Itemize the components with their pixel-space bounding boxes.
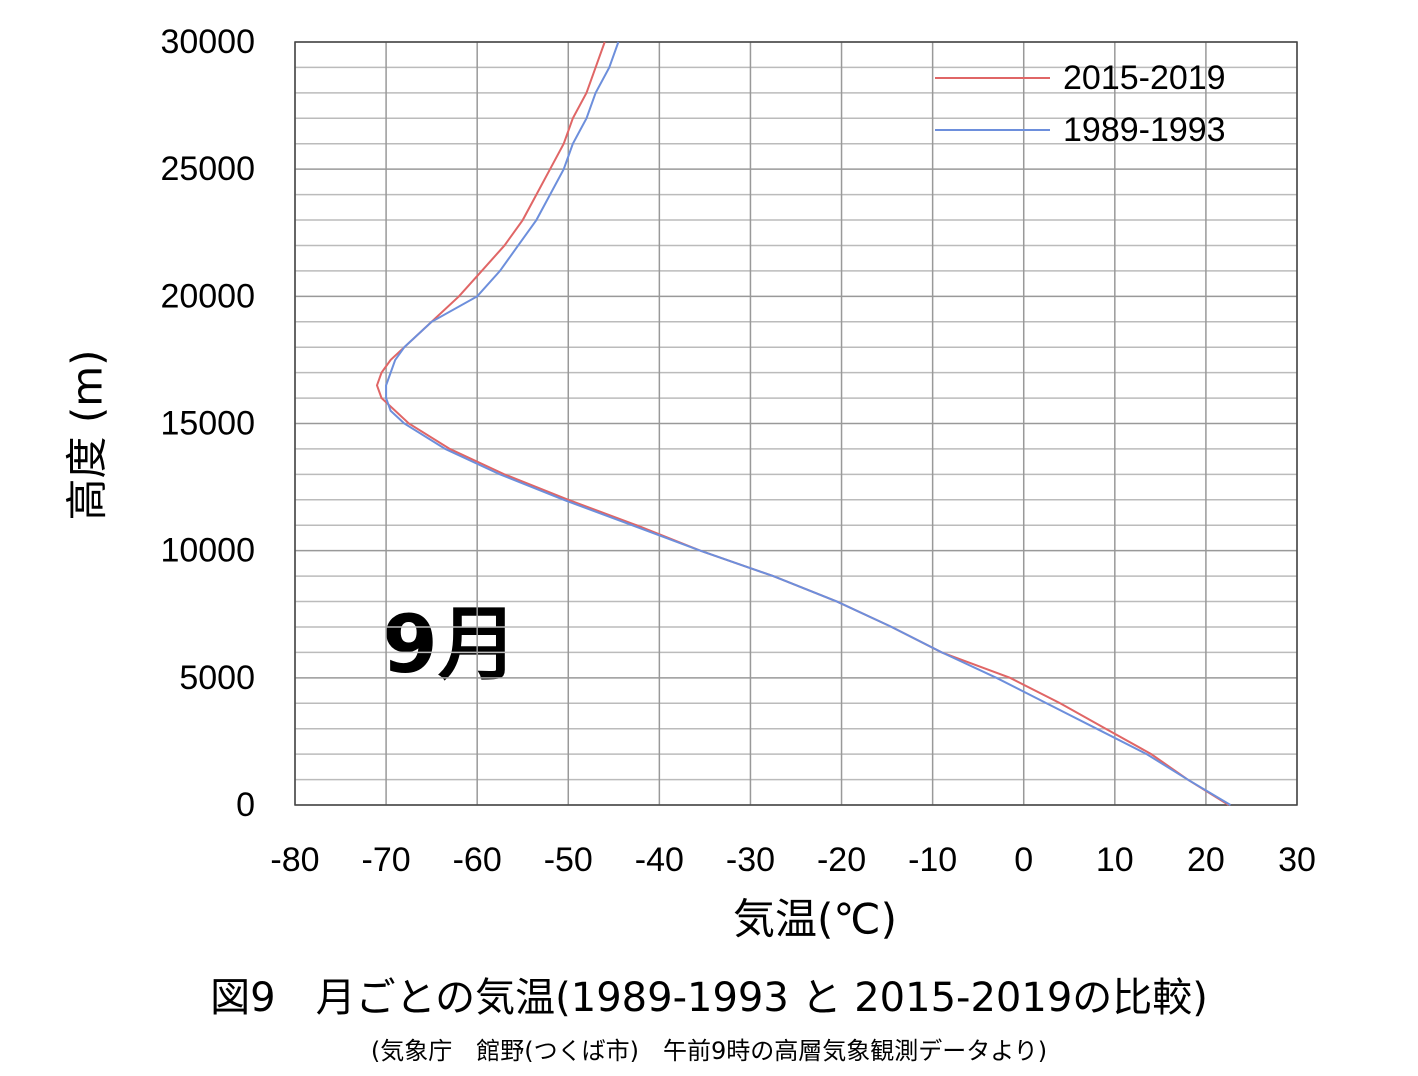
annotation: 9月 [382, 598, 518, 691]
x-tick-label: -50 [544, 841, 593, 879]
y-tick-label: 20000 [160, 277, 255, 315]
y-axis-label: 高度 (m) [63, 349, 112, 520]
x-tick-label: 0 [1014, 841, 1033, 879]
plot-frame [294, 41, 1298, 806]
caption: 図9 月ごとの気温(1989-1993 と 2015-2019の比較) [210, 975, 1208, 1021]
legend-label: 2015-2019 [1063, 59, 1226, 97]
x-axis-label: 気温(℃) [733, 895, 897, 944]
x-tick-label: 20 [1187, 841, 1225, 879]
legend-label: 1989-1993 [1063, 111, 1226, 149]
x-tick-label: -60 [453, 841, 502, 879]
x-tick-label: 10 [1096, 841, 1134, 879]
y-tick-label: 5000 [179, 659, 255, 697]
x-tick-label: -10 [908, 841, 957, 879]
x-tick-label: -40 [635, 841, 684, 879]
y-tick-label: 25000 [160, 150, 255, 188]
data-line [385, 41, 1232, 806]
source-note: (気象庁 館野(つくば市) 午前9時の高層気象観測データより) [371, 1037, 1047, 1065]
x-tick-label: -80 [270, 841, 319, 879]
y-tick-label: 30000 [160, 23, 255, 61]
y-tick-label: 15000 [160, 404, 255, 442]
y-tick-label: 0 [236, 786, 255, 824]
x-tick-label: -20 [817, 841, 866, 879]
x-tick-label: -70 [362, 841, 411, 879]
x-tick-label: -30 [726, 841, 775, 879]
x-tick-label: 30 [1278, 841, 1316, 879]
y-tick-label: 10000 [160, 532, 255, 570]
